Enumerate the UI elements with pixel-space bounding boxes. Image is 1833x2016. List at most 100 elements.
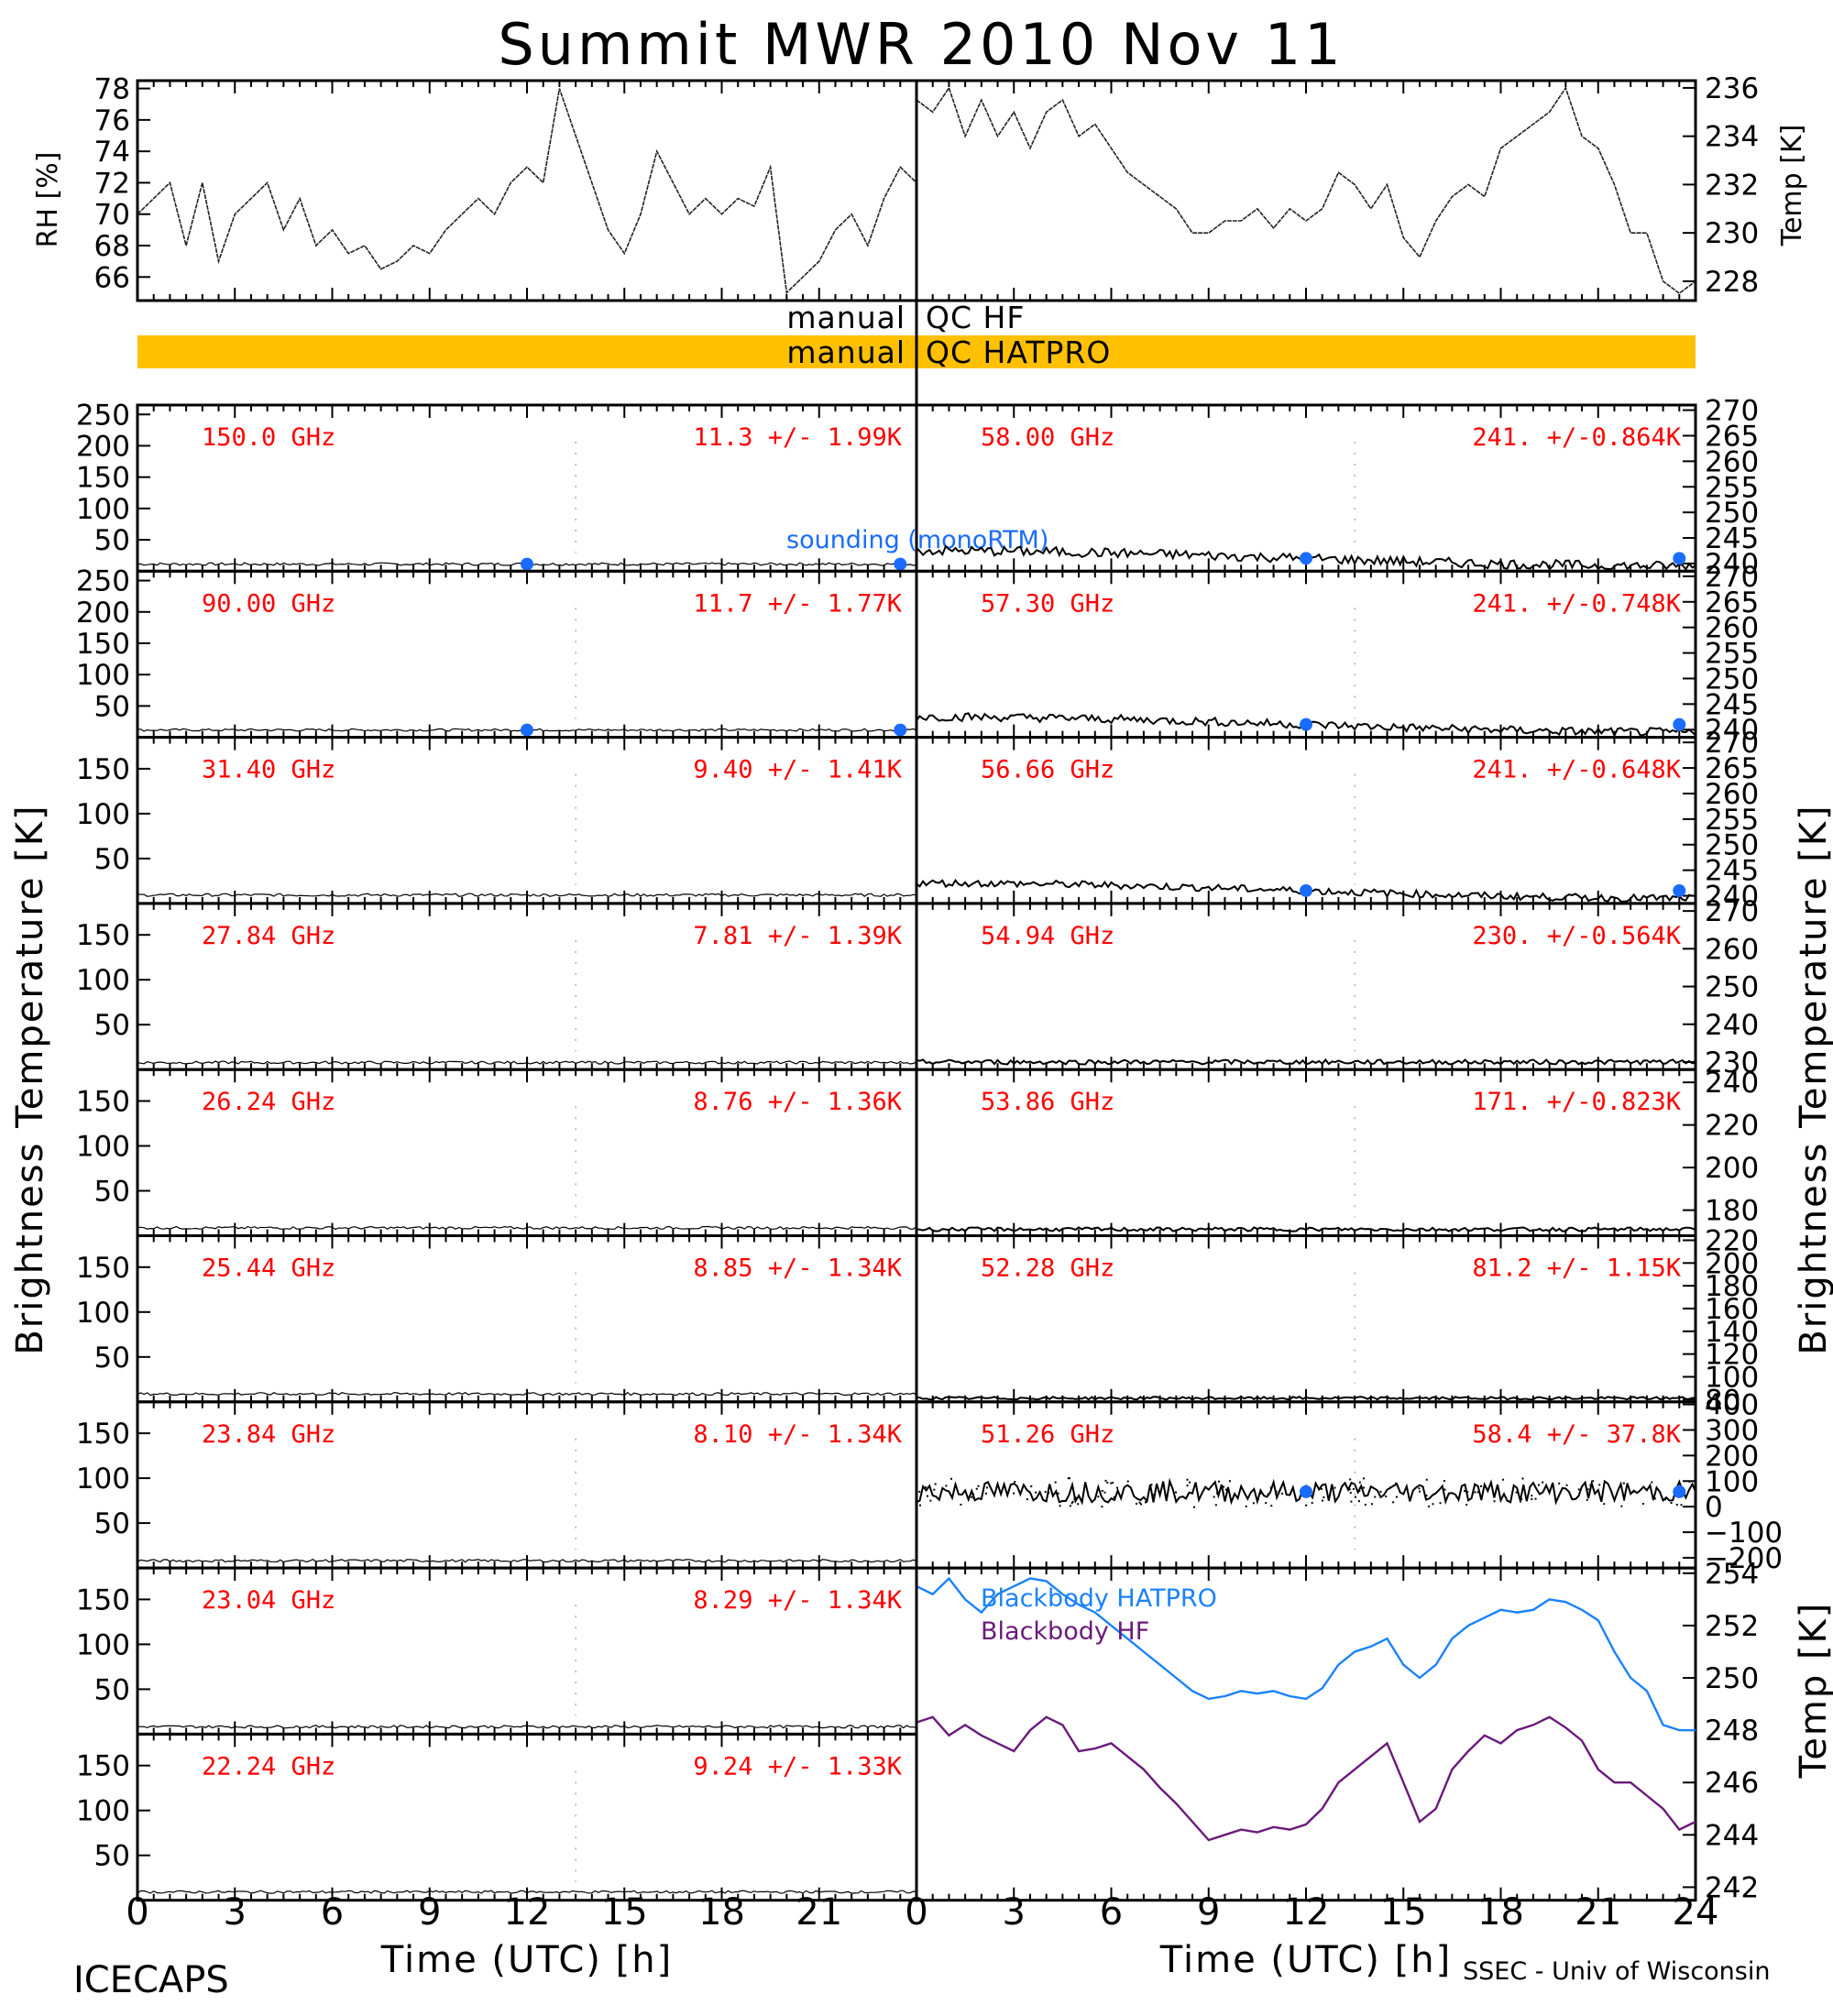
right-panel-2-ytick-label: 240 — [1705, 881, 1759, 914]
right-panel-6-noise-point — [1632, 1490, 1635, 1493]
right-panel-6-noise-point — [925, 1486, 927, 1489]
right-panel-6-noise-point — [1275, 1490, 1278, 1493]
right-panel-6-noise-point — [1068, 1477, 1070, 1480]
left-panel-4-ytick-label: 50 — [94, 1176, 130, 1209]
right-panel-0-ytick-label: 260 — [1705, 445, 1759, 478]
right-panel-1-ytick-label: 240 — [1705, 714, 1759, 747]
right-panel-6-noise-point — [1479, 1485, 1482, 1487]
right-panel-6-ytick-label: −100 — [1705, 1517, 1783, 1550]
blackbody-hf-line — [916, 1715, 1696, 1842]
right-panel-6-noise-point — [1515, 1491, 1518, 1494]
right-panel-6-noise-point — [1101, 1506, 1103, 1508]
left-panel-3-ytick-label: 150 — [76, 919, 130, 952]
x-axis-label-right: Time (UTC) [h] — [1159, 1939, 1452, 1981]
top-rh-ytick-label: 68 — [94, 230, 130, 263]
right-panel-1-ytick-label: 245 — [1705, 688, 1759, 721]
right-panel-6-noise-point — [1586, 1488, 1589, 1491]
right-panel-2-ytick-label: 270 — [1705, 727, 1759, 760]
right-panel-6-noise-point — [1334, 1486, 1336, 1489]
right-panel-6-noise-point — [1217, 1480, 1220, 1483]
right-panel-6-noise-point — [985, 1486, 988, 1489]
right-panel-6-sounding-point — [1300, 1485, 1312, 1498]
right-panel-6-noise-point — [1651, 1481, 1653, 1484]
qc-hf-right: QC HF — [926, 300, 1025, 335]
right-panel-5-freq-label: 52.28 GHz — [981, 1255, 1114, 1283]
right-panel-6-noise-point — [1071, 1500, 1074, 1503]
right-panel-6-ytick-label: 0 — [1705, 1491, 1723, 1524]
right-panel-6-noise-point — [1322, 1499, 1324, 1502]
right-panel-1-sounding-point — [1673, 718, 1686, 731]
right-panel-6-ytick-label: 300 — [1705, 1414, 1759, 1447]
right-panel-6-noise-point — [1320, 1487, 1323, 1490]
right-panel-6-noise-point — [1395, 1482, 1398, 1485]
right-panel-6-noise-point — [1362, 1477, 1365, 1480]
rh-axis-label: RH [%] — [32, 152, 64, 248]
right-panel-3-ytick-label: 230 — [1705, 1046, 1759, 1079]
right-panel-5-series-line — [916, 1396, 1696, 1401]
top-rh-ytick-label: 74 — [94, 136, 130, 169]
x-tick-label-right: 0 — [905, 1891, 927, 1934]
right-panel-6-stats-label: 58.4 +/- 37.8K — [1472, 1420, 1681, 1449]
left-panel-0-ytick-label: 250 — [76, 399, 130, 432]
right-panel-6-noise-point — [1136, 1502, 1138, 1505]
right-panel-6-noise-point — [1057, 1492, 1059, 1495]
right-panel-6-noise-point — [1348, 1488, 1351, 1491]
right-panel-1-sounding-point — [1300, 718, 1312, 731]
right-panel-0-stats-label: 241. +/-0.864K — [1472, 423, 1681, 452]
x-tick-label-left: 12 — [504, 1891, 551, 1934]
qc-hatpro-right: QC HATPRO — [926, 334, 1111, 370]
right-panel-0-ytick-label: 245 — [1705, 522, 1759, 555]
blackbody-ytick-label: 252 — [1705, 1610, 1759, 1643]
right-panel-6-noise-point — [1269, 1486, 1272, 1489]
right-panel-0-sounding-point — [1673, 552, 1686, 565]
right-panel-6-noise-point — [1465, 1504, 1468, 1507]
left-panel-0-stats-label: 11.3 +/- 1.99K — [693, 423, 902, 452]
left-panel-8-stats-label: 9.24 +/- 1.33K — [693, 1752, 902, 1780]
left-panel-0-sounding-point — [521, 557, 533, 571]
chart-title: Summit MWR 2010 Nov 11 — [498, 11, 1344, 78]
right-panel-6-noise-point — [1419, 1490, 1421, 1493]
right-panel-6-noise-point — [1048, 1492, 1050, 1495]
x-tick-label-left: 15 — [601, 1891, 648, 1934]
right-panel-6-noise-point — [977, 1485, 980, 1487]
right-panel-6-noise-point — [971, 1496, 973, 1498]
left-panel-8-series-line — [137, 1890, 917, 1894]
left-panel-3-stats-label: 7.81 +/- 1.39K — [693, 922, 902, 950]
right-panel-6-noise-point — [1534, 1497, 1537, 1500]
top-temp-ytick-label: 228 — [1705, 266, 1759, 299]
right-panel-6-noise-point — [1441, 1486, 1443, 1489]
x-tick-label-right: 6 — [1100, 1891, 1123, 1934]
right-panel-6-noise-point — [1653, 1497, 1656, 1500]
left-panel-6-stats-label: 8.10 +/- 1.34K — [693, 1420, 902, 1449]
right-panel-4-series-line — [916, 1226, 1696, 1233]
left-panel-2-ytick-label: 50 — [94, 843, 130, 876]
right-panel-6-noise-point — [945, 1485, 948, 1487]
left-panel-5-series-line — [137, 1391, 917, 1397]
right-panel-5-ytick-label: 80 — [1705, 1384, 1740, 1417]
right-panel-6-noise-point — [1013, 1492, 1015, 1495]
blackbody-ytick-label: 244 — [1705, 1819, 1759, 1852]
right-panel-5-ytick-label: 140 — [1705, 1316, 1759, 1349]
right-panel-6-noise-point — [1186, 1478, 1189, 1481]
right-panel-1-ytick-label: 260 — [1705, 612, 1759, 645]
right-panel-5-ytick-label: 200 — [1705, 1247, 1759, 1280]
left-panel-0-sounding-point — [894, 557, 907, 571]
right-panel-6-noise-point — [1069, 1505, 1071, 1507]
right-panel-1-stats-label: 241. +/-0.748K — [1472, 589, 1681, 618]
right-panel-6-noise-point — [1104, 1479, 1107, 1482]
left-panel-7-series-line — [137, 1725, 917, 1729]
right-panel-6-noise-point — [1073, 1497, 1076, 1500]
right-panel-6-sounding-point — [1673, 1485, 1686, 1498]
left-panel-1-ytick-label: 250 — [76, 565, 130, 598]
x-tick-label-left: 18 — [698, 1891, 745, 1934]
left-panel-4-freq-label: 26.24 GHz — [202, 1088, 335, 1116]
x-tick-label-right: 15 — [1380, 1891, 1427, 1934]
right-panel-6-noise-point — [1592, 1480, 1595, 1483]
right-panel-2-sounding-point — [1673, 883, 1686, 897]
right-panel-1-ytick-label: 255 — [1705, 638, 1759, 671]
right-panel-6-noise-point — [1379, 1490, 1382, 1493]
blackbody-ytick-label: 254 — [1705, 1558, 1759, 1591]
right-panel-6-noise-point — [1418, 1487, 1421, 1490]
right-panel-6-noise-point — [1059, 1505, 1061, 1507]
